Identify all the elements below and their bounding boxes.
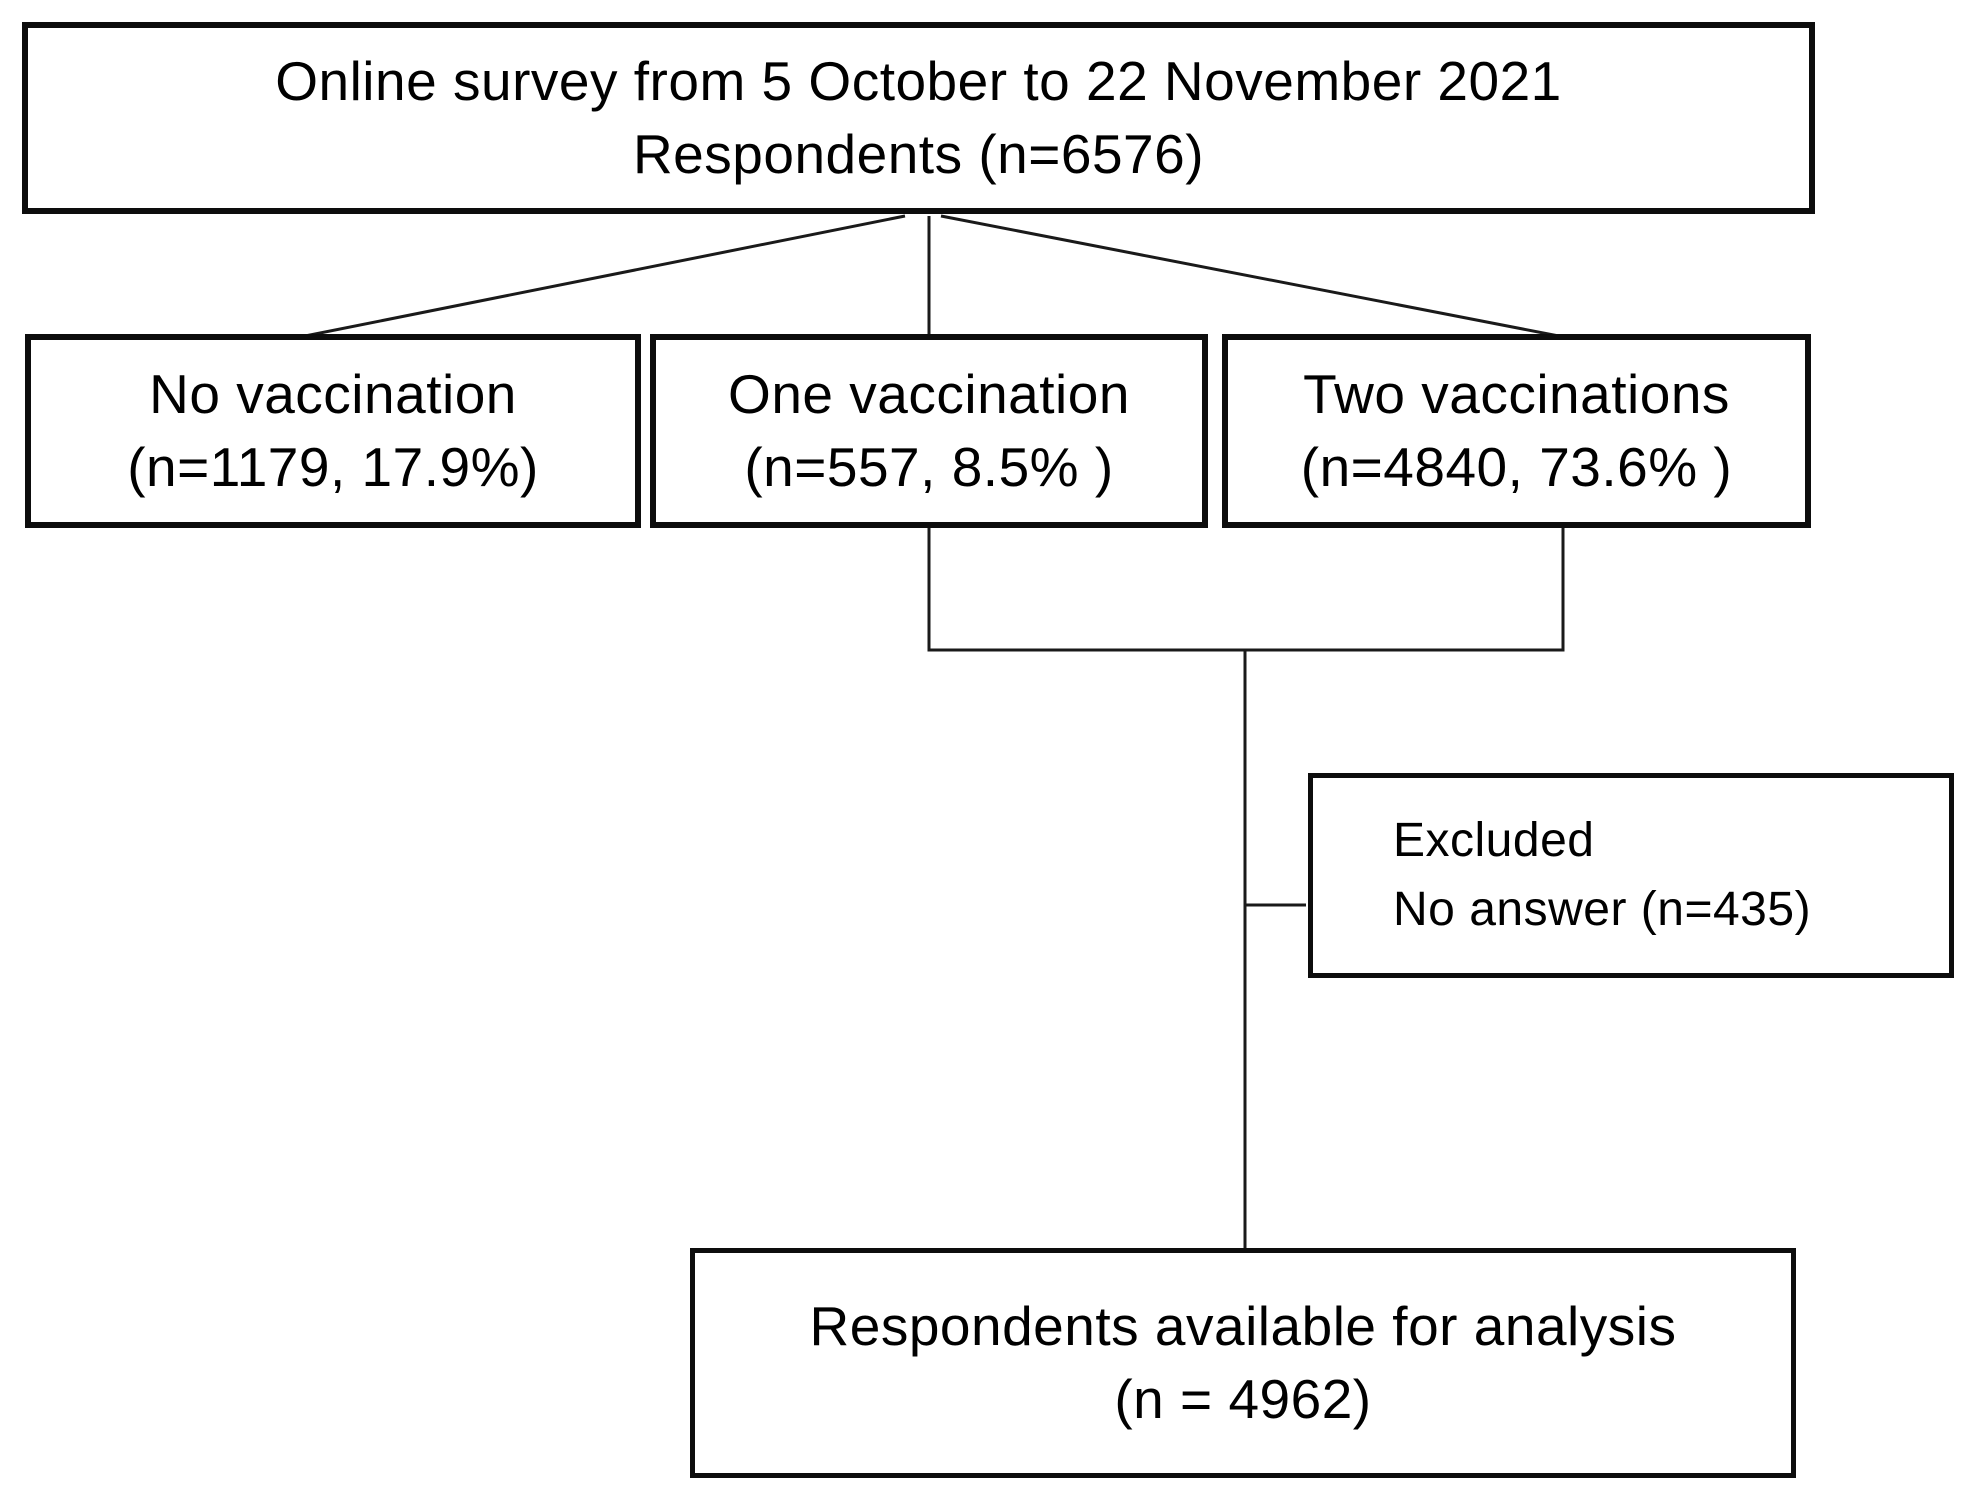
box-excluded: Excluded No answer (n=435) xyxy=(1308,773,1954,978)
box-one-vaccination-line2: (n=557, 8.5% ) xyxy=(744,436,1114,498)
box-no-vaccination-line2: (n=1179, 17.9%) xyxy=(127,436,539,498)
box-one-vaccination: One vaccination (n=557, 8.5% ) xyxy=(650,334,1208,528)
box-excluded-line2: No answer (n=435) xyxy=(1393,882,1812,936)
box-excluded-line1: Excluded xyxy=(1393,814,1595,868)
box-two-vaccinations-line1: Two vaccinations xyxy=(1303,363,1730,426)
box-survey-line1: Online survey from 5 October to 22 Novem… xyxy=(275,50,1562,113)
box-two-vaccinations-line2: (n=4840, 73.6% ) xyxy=(1300,436,1733,498)
box-respondents-analysis-line1: Respondents available for analysis xyxy=(809,1295,1677,1358)
box-no-vaccination-line1: No vaccination xyxy=(149,363,517,426)
connector-survey-to-no-vaccination xyxy=(299,214,906,339)
connector-survey-to-two-vaccinations xyxy=(940,214,1565,339)
box-no-vaccination: No vaccination (n=1179, 17.9%) xyxy=(25,334,641,528)
box-respondents-analysis: Respondents available for analysis (n = … xyxy=(690,1248,1796,1478)
box-survey-line2: Respondents (n=6576) xyxy=(632,123,1205,185)
box-one-vaccination-line1: One vaccination xyxy=(728,363,1130,426)
box-respondents-analysis-line2: (n = 4962) xyxy=(1114,1368,1372,1430)
box-survey: Online survey from 5 October to 22 Novem… xyxy=(22,22,1815,214)
box-two-vaccinations: Two vaccinations (n=4840, 73.6% ) xyxy=(1222,334,1811,528)
